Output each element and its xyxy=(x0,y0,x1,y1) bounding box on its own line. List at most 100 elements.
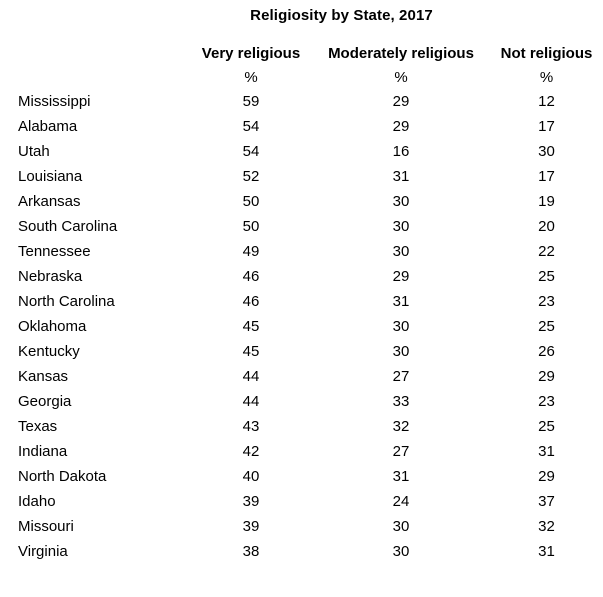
table-row: Arkansas 50 30 19 xyxy=(0,189,603,214)
state-name: Kansas xyxy=(18,368,69,385)
table-row: Missouri 39 30 32 xyxy=(0,514,603,539)
value-cell: 37 xyxy=(538,493,555,510)
value-cell: 39 xyxy=(242,493,260,510)
table-body: Mississippi 59 29 12 Alabama 54 29 17 Utah 54 16 30… xyxy=(0,89,603,564)
state-name: Indiana xyxy=(18,443,68,460)
percent-row-blank xyxy=(0,65,190,89)
value-cell: 50 xyxy=(242,193,260,210)
value-cell: 30 xyxy=(392,218,410,235)
chart-title: Religiosity by State, 2017 xyxy=(250,7,433,24)
value-cell: 30 xyxy=(392,318,410,335)
value-cell: 45 xyxy=(242,318,260,335)
state-name: Missouri xyxy=(18,518,74,535)
value-cell: 29 xyxy=(392,268,410,285)
state-column-header-blank xyxy=(0,42,190,65)
state-name: North Dakota xyxy=(18,468,107,485)
value-cell: 32 xyxy=(538,518,555,535)
value-cell: 25 xyxy=(538,418,555,435)
state-name: Nebraska xyxy=(18,268,83,285)
table-row: Virginia 38 30 31 xyxy=(0,539,603,564)
value-cell: 30 xyxy=(392,343,410,360)
table-row: Louisiana 52 31 17 xyxy=(0,164,603,189)
value-cell: 17 xyxy=(538,118,555,135)
value-cell: 29 xyxy=(392,118,410,135)
state-name: Virginia xyxy=(18,543,68,560)
percent-unit-row: %%% xyxy=(0,65,603,89)
state-name: Arkansas xyxy=(18,193,81,210)
state-name: Texas xyxy=(18,418,58,435)
value-cell: 12 xyxy=(538,93,555,110)
table-row: Oklahoma 45 30 25 xyxy=(0,314,603,339)
table-row: Kansas 44 27 29 xyxy=(0,364,603,389)
value-cell: 31 xyxy=(392,168,410,185)
value-cell: 30 xyxy=(392,193,410,210)
value-cell: 30 xyxy=(392,518,410,535)
value-cell: 19 xyxy=(538,193,555,210)
value-cell: 54 xyxy=(242,143,260,160)
percent-symbol: % xyxy=(394,68,408,86)
value-cell: 44 xyxy=(242,393,260,410)
table-row: Nebraska 46 29 25 xyxy=(0,264,603,289)
value-cell: 20 xyxy=(538,218,555,235)
table-row: North Dakota 40 31 29 xyxy=(0,464,603,489)
column-header-row: Very religious Moderately religious Not re… xyxy=(0,42,603,65)
value-cell: 31 xyxy=(538,543,555,560)
value-cell: 52 xyxy=(242,168,260,185)
state-name: Mississippi xyxy=(18,93,91,110)
value-cell: 49 xyxy=(242,243,260,260)
value-cell: 26 xyxy=(538,343,555,360)
value-cell: 39 xyxy=(242,518,260,535)
value-cell: 25 xyxy=(538,268,555,285)
column-header: Not religious xyxy=(500,45,593,62)
value-cell: 24 xyxy=(392,493,410,510)
table-row: Idaho 39 24 37 xyxy=(0,489,603,514)
percent-symbol: % xyxy=(539,68,554,86)
value-cell: 44 xyxy=(242,368,260,385)
value-cell: 31 xyxy=(538,443,555,460)
state-name: Kentucky xyxy=(18,343,80,360)
value-cell: 40 xyxy=(242,468,260,485)
value-cell: 17 xyxy=(538,168,555,185)
table-header: Very religious Moderately religious Not re… xyxy=(0,42,603,89)
value-cell: 32 xyxy=(392,418,410,435)
value-cell: 31 xyxy=(392,293,410,310)
value-cell: 23 xyxy=(538,293,555,310)
table-row: South Carolina 50 30 20 xyxy=(0,214,603,239)
value-cell: 31 xyxy=(392,468,410,485)
table-row: Mississippi 59 29 12 xyxy=(0,89,603,114)
value-cell: 29 xyxy=(538,468,555,485)
state-name: Louisiana xyxy=(18,168,83,185)
value-cell: 54 xyxy=(242,118,260,135)
state-name: North Carolina xyxy=(18,293,115,310)
value-cell: 22 xyxy=(538,243,555,260)
value-cell: 23 xyxy=(538,393,555,410)
value-cell: 50 xyxy=(242,218,260,235)
percent-symbol: % xyxy=(244,68,258,86)
value-cell: 43 xyxy=(242,418,260,435)
value-cell: 46 xyxy=(242,293,260,310)
state-name: Idaho xyxy=(18,493,56,510)
value-cell: 29 xyxy=(538,368,555,385)
column-header: Very religious xyxy=(201,45,301,62)
value-cell: 25 xyxy=(538,318,555,335)
table-row: Indiana 42 27 31 xyxy=(0,439,603,464)
value-cell: 59 xyxy=(242,93,260,110)
value-cell: 46 xyxy=(242,268,260,285)
religiosity-table: Very religious Moderately religious Not re… xyxy=(0,42,603,564)
value-cell: 30 xyxy=(538,143,555,160)
value-cell: 42 xyxy=(242,443,260,460)
value-cell: 30 xyxy=(392,243,410,260)
value-cell: 29 xyxy=(392,93,410,110)
state-name: Georgia xyxy=(18,393,72,410)
value-cell: 30 xyxy=(392,543,410,560)
table-row: Kentucky 45 30 26 xyxy=(0,339,603,364)
table-row: Alabama 54 29 17 xyxy=(0,114,603,139)
table-row: Tennessee 49 30 22 xyxy=(0,239,603,264)
state-name: South Carolina xyxy=(18,218,118,235)
state-name: Tennessee xyxy=(18,243,91,260)
value-cell: 27 xyxy=(392,443,410,460)
state-name: Utah xyxy=(18,143,50,160)
table-row: North Carolina 46 31 23 xyxy=(0,289,603,314)
table-row: Texas 43 32 25 xyxy=(0,414,603,439)
